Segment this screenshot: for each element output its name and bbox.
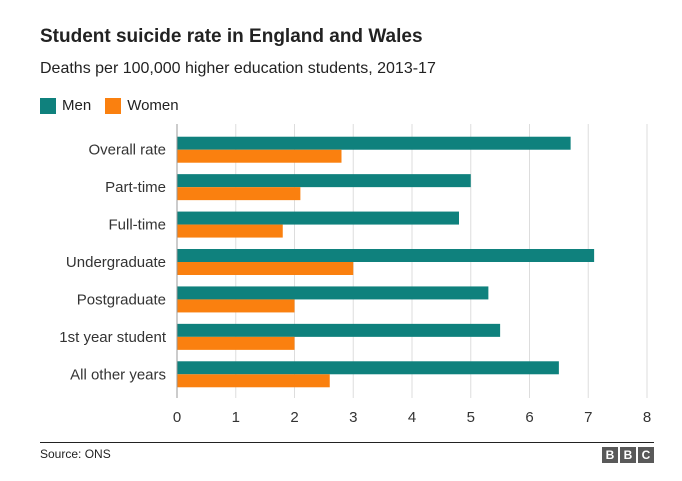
legend-swatch-men	[40, 97, 56, 114]
category-label: Full-time	[108, 217, 166, 234]
bar-men	[177, 211, 459, 225]
bar-women	[177, 374, 330, 388]
bar-chart: Overall rate Part-time Full-time Undergradu…	[59, 124, 651, 426]
bar-women	[177, 336, 295, 350]
bar-women	[177, 262, 354, 275]
bar-women	[177, 149, 342, 163]
bbc-logo-letter: C	[638, 447, 654, 463]
chart-subtitle: Deaths per 100,000 higher education stud…	[40, 60, 436, 77]
bar-women	[177, 224, 283, 238]
bbc-logo-letter: B	[602, 447, 618, 463]
bar-women	[177, 299, 295, 313]
bar-men	[177, 174, 471, 188]
category-label: Part-time	[105, 179, 166, 196]
bar-men	[177, 286, 489, 300]
legend-label-men: Men	[62, 97, 92, 114]
category-label: Postgraduate	[77, 291, 166, 308]
bar-men	[177, 136, 571, 150]
bbc-logo: B B C	[602, 447, 654, 463]
category-label: All other years	[70, 366, 166, 383]
x-tick-label: 3	[349, 409, 357, 426]
bar-men	[177, 249, 595, 262]
x-tick-label: 5	[467, 409, 475, 426]
x-tick-label: 1	[232, 409, 240, 426]
chart-title: Student suicide rate in England and Wale…	[40, 26, 423, 47]
bar-women	[177, 187, 301, 201]
legend-swatch-women	[105, 97, 122, 114]
source-text: Source: ONS	[40, 447, 111, 461]
bbc-logo-letter: B	[620, 447, 636, 463]
x-tick-label: 6	[525, 409, 533, 426]
x-tick-label: 4	[408, 409, 416, 426]
legend-item-women: Women	[105, 97, 179, 114]
category-label: 1st year student	[59, 329, 167, 346]
category-label: Undergraduate	[66, 254, 166, 271]
x-tick-label: 2	[290, 409, 298, 426]
legend: Men Women	[40, 97, 193, 114]
category-label: Overall rate	[88, 142, 166, 159]
legend-label-women: Women	[127, 97, 179, 114]
x-tick-label: 7	[584, 409, 592, 426]
x-tick-label: 8	[643, 409, 651, 426]
bar-men	[177, 323, 501, 337]
x-tick-label: 0	[173, 409, 181, 426]
bar-men	[177, 361, 559, 375]
legend-item-men: Men	[40, 97, 91, 114]
source-divider	[40, 442, 654, 443]
